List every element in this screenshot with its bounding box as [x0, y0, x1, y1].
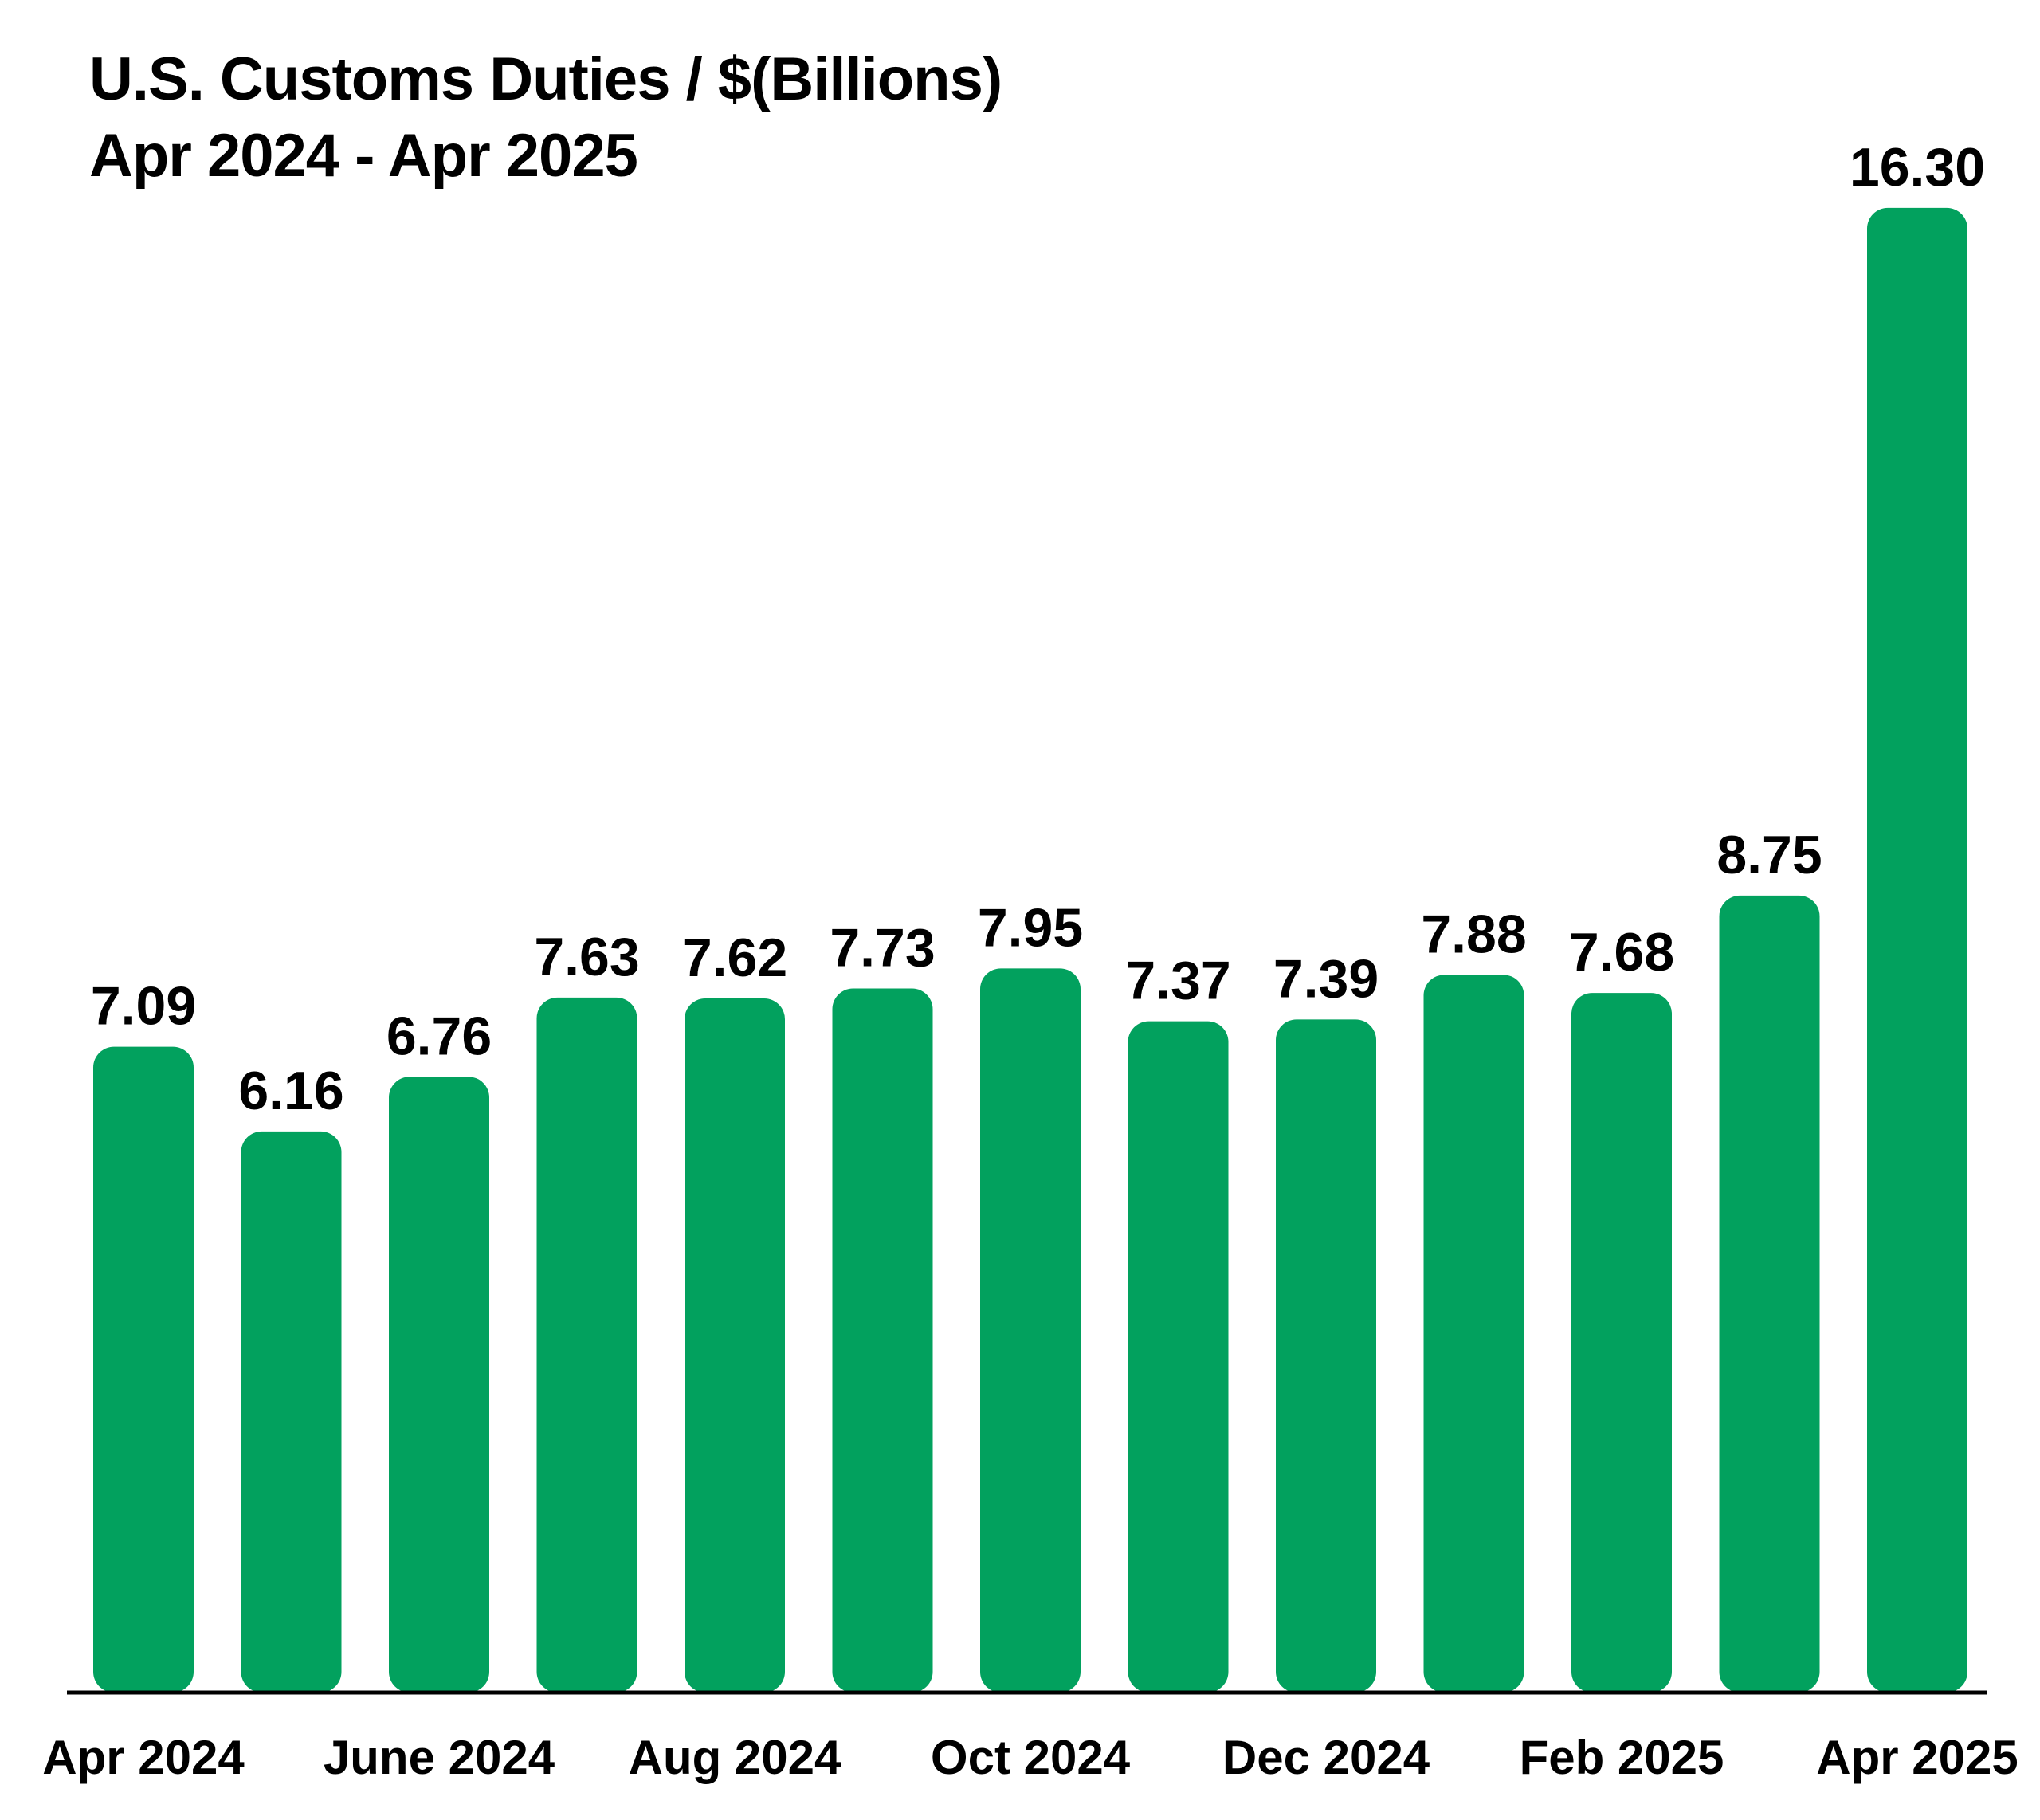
- x-tick-label-6: Apr 2025: [1816, 1731, 2018, 1784]
- x-tick-label-4: Dec 2024: [1222, 1731, 1430, 1784]
- x-tick-label-0: Apr 2024: [42, 1731, 245, 1784]
- bar-value-label-3: 7.63: [534, 927, 639, 987]
- bar-12: [1867, 207, 1967, 1693]
- bar-7: [1128, 1021, 1229, 1693]
- bar-value-label-4: 7.62: [682, 928, 787, 988]
- bar-4: [685, 998, 785, 1693]
- x-tick-label-1: June 2024: [324, 1731, 555, 1784]
- bar-9: [1423, 975, 1524, 1693]
- bar-6: [980, 968, 1081, 1693]
- bar-11: [1719, 895, 1820, 1693]
- bar-value-label-11: 8.75: [1716, 825, 1822, 885]
- x-tick-label-5: Feb 2025: [1520, 1731, 1724, 1784]
- bar-0: [93, 1046, 194, 1693]
- x-tick-label-2: Aug 2024: [629, 1731, 842, 1784]
- bar-value-label-9: 7.88: [1421, 904, 1526, 964]
- bar-value-label-8: 7.39: [1273, 948, 1379, 1009]
- bar-value-label-7: 7.37: [1125, 951, 1230, 1011]
- chart-subtitle: Apr 2024 - Apr 2025: [89, 122, 638, 190]
- bar-value-label-0: 7.09: [91, 976, 196, 1037]
- value-labels-layer: 7.09 6.16 6.76 7.63 7.62 7.73 7.95 7.37 7.39 7.88…: [91, 137, 1985, 1121]
- bar-value-label-5: 7.73: [830, 917, 935, 978]
- bar-10: [1571, 993, 1672, 1693]
- bars-layer: [93, 207, 1967, 1693]
- bar-value-label-10: 7.68: [1569, 922, 1674, 983]
- x-tick-label-3: Oct 2024: [931, 1731, 1131, 1784]
- chart-title-block: U.S. Customs Duties / $(Billions) Apr 20…: [89, 41, 1002, 194]
- bar-value-label-2: 6.76: [386, 1006, 492, 1066]
- bar-1: [241, 1131, 342, 1693]
- x-ticks-layer: Apr 2024 June 2024 Aug 2024 Oct 2024 Dec 202…: [42, 1731, 2018, 1784]
- bar-5: [832, 988, 933, 1693]
- bar-2: [389, 1077, 489, 1693]
- bar-3: [536, 997, 638, 1693]
- chart-title: U.S. Customs Duties / $(Billions): [89, 45, 1002, 113]
- bar-value-label-1: 6.16: [238, 1061, 343, 1121]
- bar-value-label-12: 16.30: [1850, 137, 1985, 198]
- bar-8: [1276, 1019, 1376, 1693]
- bar-value-label-6: 7.95: [978, 897, 1083, 958]
